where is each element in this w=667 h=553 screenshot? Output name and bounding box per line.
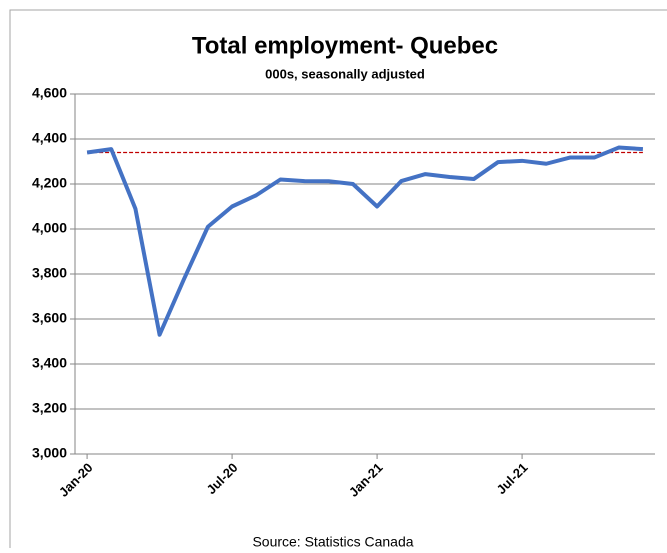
y-tick-label: 4,000 xyxy=(32,220,67,236)
y-tick-label: 3,400 xyxy=(32,355,67,371)
y-tick-label: 3,200 xyxy=(32,400,67,416)
chart-subtitle: 000s, seasonally adjusted xyxy=(265,66,425,81)
y-tick-label: 4,600 xyxy=(32,85,67,101)
line-series xyxy=(86,145,644,337)
chart-frame xyxy=(9,9,667,553)
y-tick-label: 4,400 xyxy=(32,130,67,146)
y-tick-label: 4,200 xyxy=(32,175,67,191)
chart-title: Total employment- Quebec xyxy=(192,32,498,59)
y-tick-label: 3,600 xyxy=(32,310,67,326)
source-note: Source: Statistics Canada xyxy=(252,534,413,548)
y-tick-label: 3,800 xyxy=(32,265,67,281)
y-tick-label: 3,000 xyxy=(32,445,67,461)
